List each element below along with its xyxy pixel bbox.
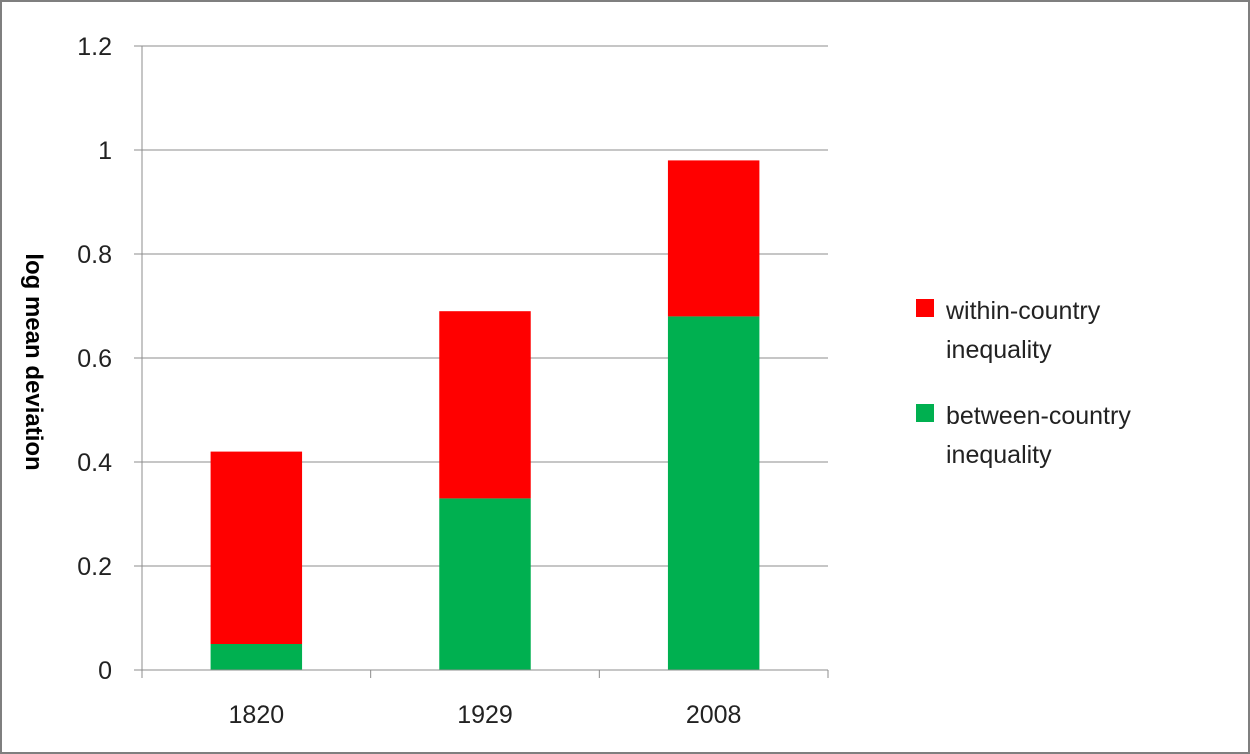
x-tick-label: 2008 bbox=[686, 701, 742, 729]
y-tick-label: 0 bbox=[98, 657, 112, 685]
y-tick-label: 0.6 bbox=[77, 345, 112, 373]
legend-swatch bbox=[916, 299, 934, 317]
y-tick-label: 1 bbox=[98, 137, 112, 165]
y-tick-label: 0.2 bbox=[77, 553, 112, 581]
y-tick-labels: 0 0.2 0.4 0.6 0.8 1 1.2 bbox=[77, 33, 112, 685]
bar-between-country-1929 bbox=[439, 498, 531, 670]
legend-label: between-country bbox=[946, 402, 1131, 430]
x-tick-label: 1820 bbox=[229, 701, 285, 729]
axes bbox=[141, 46, 829, 678]
y-tick-label: 0.4 bbox=[77, 449, 112, 477]
x-tick-labels: 1820 1929 2008 bbox=[229, 701, 742, 729]
legend-label: inequality bbox=[946, 336, 1052, 364]
bar-within-country-1929 bbox=[439, 311, 531, 499]
x-tick-label: 1929 bbox=[457, 701, 513, 729]
bars bbox=[210, 160, 760, 670]
bar-between-country-2008 bbox=[667, 316, 760, 670]
bar-within-country-2008 bbox=[667, 160, 760, 317]
legend-label: inequality bbox=[946, 441, 1052, 469]
bar-within-country-1820 bbox=[210, 451, 303, 644]
legend: within-country inequality between-country i… bbox=[916, 297, 1131, 469]
legend-label: within-country bbox=[945, 297, 1101, 325]
y-axis-label: log mean deviation bbox=[20, 253, 47, 470]
legend-swatch bbox=[916, 404, 934, 422]
y-tick-label: 0.8 bbox=[77, 241, 112, 269]
y-tick-label: 1.2 bbox=[77, 33, 112, 61]
bar-between-country-1820 bbox=[210, 644, 303, 670]
